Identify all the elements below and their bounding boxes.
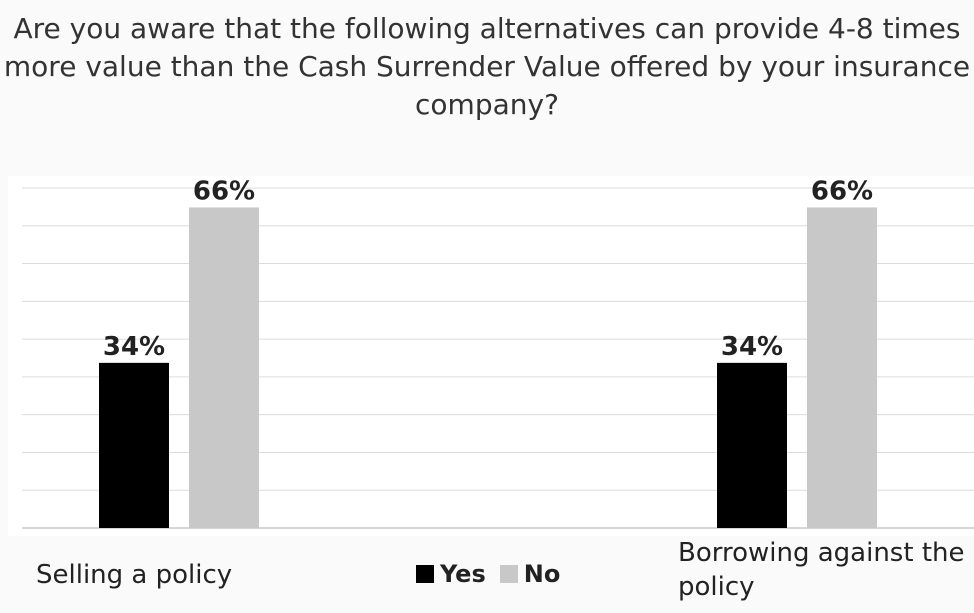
bar-yes-1 xyxy=(717,362,787,528)
legend-item-no: No xyxy=(499,560,561,588)
chart-title: Are you aware that the following alterna… xyxy=(3,12,971,121)
bar-no-1 xyxy=(807,207,877,528)
category-label-borrowing: Borrowing against the policy xyxy=(678,538,965,602)
data-label-no-0: 66% xyxy=(193,176,255,206)
bar-no-0 xyxy=(189,207,259,528)
data-label-no-1: 66% xyxy=(811,176,873,206)
legend-swatch-no xyxy=(499,565,518,583)
data-label-yes-0: 34% xyxy=(103,332,165,362)
data-label-yes-1: 34% xyxy=(721,332,783,362)
legend-item-yes: Yes xyxy=(416,560,486,588)
legend-swatch-yes xyxy=(416,565,434,583)
legend-label-no: No xyxy=(523,560,561,588)
category-label-selling: Selling a policy xyxy=(36,560,233,590)
chart-legend: Yes No xyxy=(416,560,560,588)
bar-yes-0 xyxy=(99,362,169,528)
legend-label-yes: Yes xyxy=(440,560,486,588)
